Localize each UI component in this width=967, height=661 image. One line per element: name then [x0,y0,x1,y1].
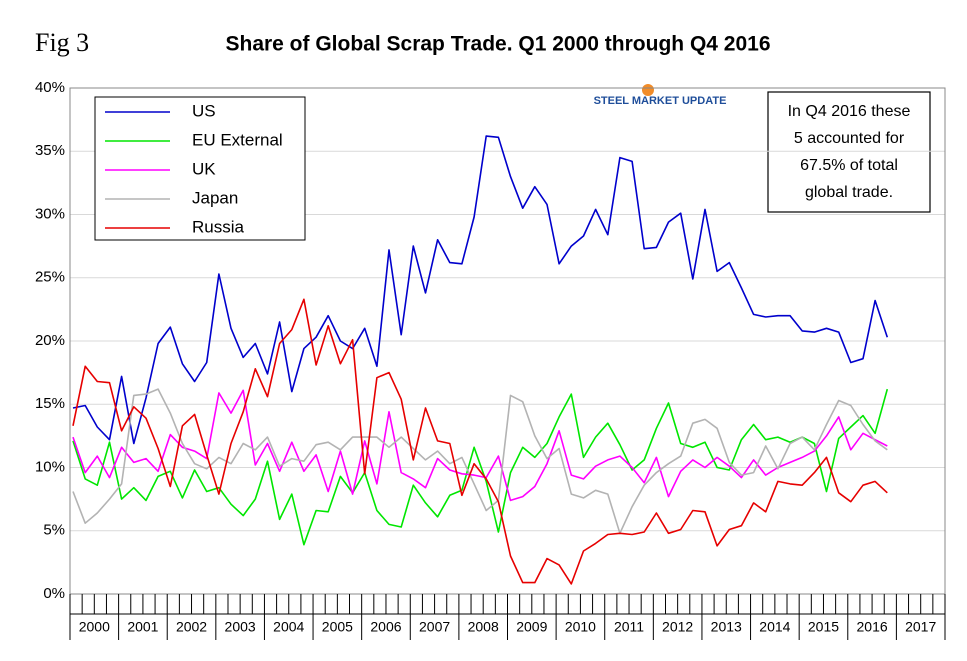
y-tick-label: 0% [43,585,65,602]
series-line [72,135,889,445]
legend-label: Russia [192,217,245,236]
legend-label: US [192,101,216,120]
y-tick-label: 20% [35,332,65,349]
x-tick-label: 2003 [225,619,256,635]
x-tick-label: 2005 [322,619,353,635]
note-line: In Q4 2016 these [788,103,911,120]
chart-title: Share of Global Scrap Trade. Q1 2000 thr… [225,33,770,56]
y-tick-label: 15% [35,395,65,412]
x-tick-label: 2002 [176,619,207,635]
x-tick-label: 2008 [468,619,499,635]
series-line [72,298,888,585]
legend-label: Japan [192,188,238,207]
x-tick-label: 2013 [711,619,742,635]
legend-box [94,96,306,241]
y-tick-label: 40% [35,79,65,96]
series-line [72,388,889,546]
x-tick-label: 2000 [79,619,110,635]
x-tick-label: 2017 [905,619,936,635]
x-tick-label: 2011 [614,619,644,635]
x-tick-label: 2007 [419,619,450,635]
y-tick-label: 30% [35,205,65,222]
series-line [72,388,888,535]
x-tick-label: 2012 [662,619,693,635]
legend-label: EU External [192,130,283,149]
note-line: 67.5% of total [800,157,898,174]
fig-label: Fig 3 [35,28,89,57]
note-box [767,91,931,213]
y-tick-label: 10% [35,458,65,475]
legend-label: UK [192,159,216,178]
x-tick-label: 2016 [857,619,888,635]
x-tick-label: 2004 [273,619,304,635]
logo-icon [642,84,654,96]
series-line [72,389,888,502]
x-tick-label: 2006 [370,619,401,635]
x-tick-label: 2009 [516,619,547,635]
y-tick-label: 35% [35,142,65,159]
x-tick-label: 2010 [565,619,596,635]
y-tick-label: 25% [35,269,65,286]
y-tick-label: 5% [43,522,65,539]
logo: STEEL MARKET UPDATE [594,95,727,107]
note-line: 5 accounted for [794,130,905,147]
x-tick-label: 2014 [759,619,790,635]
note-line: global trade. [805,184,893,201]
x-tick-label: 2001 [127,619,158,635]
x-tick-label: 2015 [808,619,839,635]
